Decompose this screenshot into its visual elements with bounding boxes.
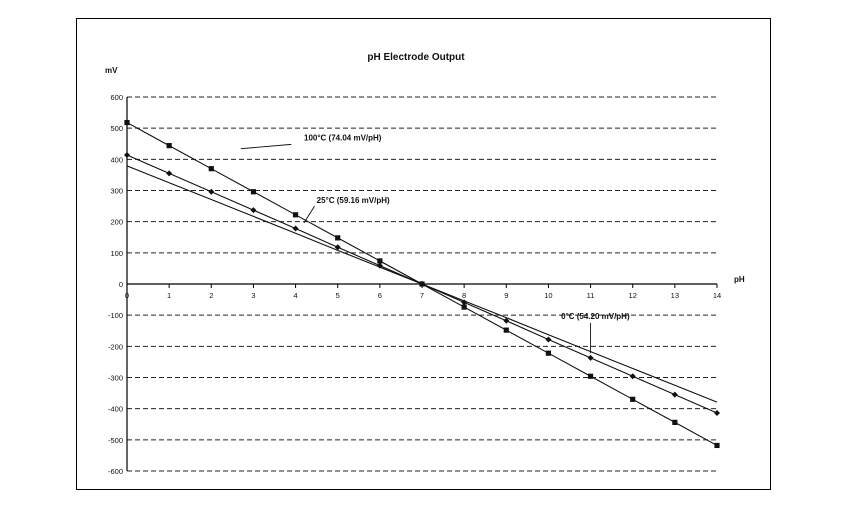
data-point-diamond [419,281,425,287]
data-point-square [714,442,720,449]
data-point-square [672,419,678,425]
x-tick-label: 4 [293,291,297,300]
data-point-diamond [629,373,636,380]
data-point-diamond [166,170,173,177]
data-point-diamond [292,225,299,232]
x-tick-label: 9 [504,291,508,300]
data-point-square [503,327,509,333]
y-tick-label: 500 [110,124,123,133]
data-point-square [587,373,594,379]
data-point-square [335,235,341,241]
y-tick-label: -100 [108,311,123,320]
data-point-diamond [208,188,215,195]
data-point-square [166,143,172,149]
ph-electrode-chart: pH Electrode Output mV pH 60050040030020… [105,52,745,476]
y-tick-label: 200 [110,218,123,227]
x-tick-label: 14 [713,291,721,300]
x-axis-label: pH [734,275,745,284]
data-point-square [292,212,299,218]
data-point-diamond [671,391,678,398]
y-tick-label: 300 [110,187,123,196]
x-tick-label: 12 [629,291,637,300]
annotation-label: 25°C (59.16 mV/pH) [317,196,390,205]
y-tick-label: -300 [108,374,123,383]
data-point-diamond [545,336,552,343]
x-tick-label: 0 [125,291,129,300]
x-tick-label: 5 [336,291,340,300]
data-point-square [545,350,552,356]
y-tick-label: 600 [110,93,123,102]
annotation-leader [240,143,292,150]
data-point-diamond [334,244,341,251]
y-tick-label: -600 [108,467,123,476]
data-point-square [250,189,257,195]
data-point-diamond [124,151,130,158]
y-axis-label: mV [105,66,118,75]
data-point-diamond [714,410,720,417]
data-point-square [377,258,383,264]
x-tick-label: 13 [671,291,679,300]
x-tick-label: 7 [420,291,424,300]
data-point-square [208,166,214,172]
y-tick-label: 0 [119,280,123,289]
x-tick-label: 1 [167,291,171,300]
chart-frame: pH Electrode Output mV pH 600 500 400 300 20… [76,18,771,490]
y-tick-label: -500 [108,436,123,445]
y-tick-label: -400 [108,405,123,414]
data-point-square [124,119,130,126]
y-tick-label: 100 [110,249,123,258]
annotation-label: 0°C (54.20 mV/pH) [561,312,630,321]
data-point-square [630,396,636,402]
data-point-diamond [376,262,383,269]
data-point-diamond [503,317,510,324]
y-tick-label: 400 [110,155,123,164]
x-tick-label: 8 [462,291,466,300]
x-tick-label: 3 [251,291,255,300]
x-tick-label: 2 [209,291,213,300]
y-tick-label: -200 [108,342,123,351]
x-tick-label: 11 [587,291,595,300]
x-tick-label: 10 [544,291,552,300]
data-point-square [461,304,467,310]
annotation-label: 100°C (74.04 mV/pH) [304,134,382,143]
data-point-diamond [461,299,468,306]
annotation-leader [303,205,315,224]
x-tick-label: 6 [378,291,382,300]
data-point-diamond [250,207,257,214]
chart-title: pH Electrode Output [367,52,465,63]
data-point-diamond [587,354,594,361]
